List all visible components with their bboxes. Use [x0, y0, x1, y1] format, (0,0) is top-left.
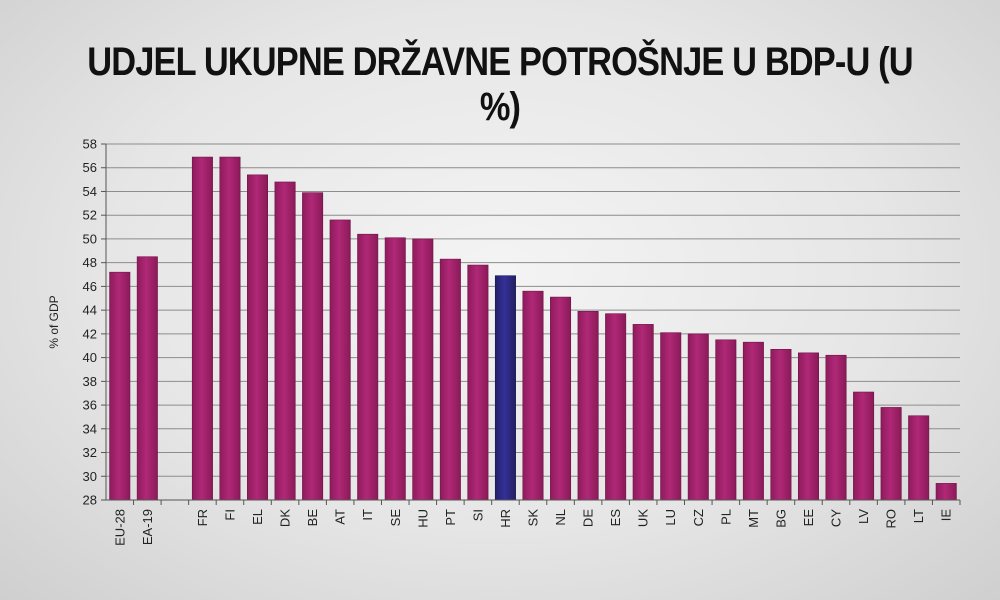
x-tick-label: NL — [553, 509, 568, 526]
x-tick-label: PT — [443, 509, 458, 526]
x-tick-label: AT — [333, 509, 348, 525]
y-tick-label: 36 — [83, 398, 97, 413]
y-tick-label: 42 — [83, 326, 97, 341]
bar-cz — [687, 333, 709, 501]
x-tick-label: SE — [388, 509, 403, 527]
bar-ea-19 — [136, 256, 158, 501]
x-tick-label: EE — [801, 509, 816, 527]
x-tick-label: IE — [939, 509, 954, 522]
bar-lv — [853, 391, 875, 501]
bar-fi — [219, 156, 241, 501]
y-axis-title: % of GDP — [47, 295, 61, 348]
bars — [109, 156, 957, 501]
bar-dk — [274, 181, 296, 501]
x-tick-label: BG — [773, 509, 788, 528]
x-tick-label: SI — [470, 509, 485, 521]
bar-hu — [412, 238, 434, 501]
x-tick-label: UK — [636, 509, 651, 527]
bar-sk — [522, 290, 544, 501]
bar-pl — [715, 339, 737, 501]
y-tick-label: 44 — [83, 303, 97, 318]
labels: 28 30 32 34 36 38 40 42 44 46 48 50 52 54 56 58 % of GDP… — [47, 137, 954, 546]
x-tick-label: BE — [305, 509, 320, 527]
bar-el — [247, 174, 269, 501]
x-tick-label: EA-19 — [140, 509, 155, 545]
y-tick-label: 32 — [83, 445, 97, 460]
y-tick-label: 28 — [83, 493, 97, 508]
y-tick-label: 34 — [83, 421, 97, 436]
bar-pt — [439, 258, 461, 501]
y-tick-label: 58 — [83, 137, 97, 152]
bar-fr — [191, 156, 213, 501]
x-tick-label: HR — [498, 509, 513, 528]
bar-hr — [494, 275, 516, 501]
bar-ee — [797, 352, 819, 501]
y-tick-label: 40 — [83, 350, 97, 365]
x-tick-label: DE — [581, 509, 596, 527]
x-tick-label: IT — [360, 509, 375, 521]
bar-ro — [880, 407, 902, 501]
x-tick-label: DK — [278, 509, 293, 527]
x-tick-label: LV — [856, 509, 871, 524]
x-tick-label: EU-28 — [112, 509, 127, 546]
x-tick-label: FR — [195, 509, 210, 526]
bar-at — [329, 219, 351, 501]
bar-bg — [770, 348, 792, 501]
x-tick-label: HU — [415, 509, 430, 528]
bar-ie — [935, 483, 957, 501]
bar-de — [577, 311, 599, 501]
bar-lu — [660, 332, 682, 501]
x-tick-label: RO — [884, 509, 899, 529]
y-tick-label: 50 — [83, 231, 97, 246]
y-tick-label: 54 — [83, 184, 97, 199]
bar-es — [605, 313, 627, 501]
x-tick-label: CY — [829, 509, 844, 527]
bar-lt — [908, 415, 930, 501]
x-tick-label: PL — [718, 509, 733, 525]
bar-eu-28 — [109, 271, 131, 501]
bar-it — [357, 233, 379, 501]
chart-title: UDJEL UKUPNE DRŽAVNE POTROŠNJE U BDP-U (… — [87, 40, 913, 129]
bar-cy — [825, 354, 847, 501]
bar-se — [384, 237, 406, 501]
y-tick-label: 46 — [83, 279, 97, 294]
y-tick-label: 56 — [83, 160, 97, 175]
axes — [101, 143, 961, 505]
bar-nl — [550, 296, 572, 501]
bar-mt — [742, 341, 764, 501]
x-tick-label: LT — [911, 509, 926, 523]
bar-be — [302, 192, 324, 501]
x-tick-label: FI — [222, 509, 237, 521]
bar-uk — [632, 324, 654, 501]
x-tick-label: MT — [746, 509, 761, 528]
x-tick-label: SK — [526, 509, 541, 527]
x-tick-label: LU — [663, 509, 678, 526]
y-tick-label: 52 — [83, 208, 97, 223]
bar-si — [467, 264, 489, 501]
y-tick-label: 48 — [83, 255, 97, 270]
y-tick-label: 30 — [83, 469, 97, 484]
y-tick-label: 38 — [83, 374, 97, 389]
x-tick-label: ES — [608, 509, 623, 527]
x-tick-label: CZ — [691, 509, 706, 526]
x-tick-label: EL — [250, 509, 265, 525]
